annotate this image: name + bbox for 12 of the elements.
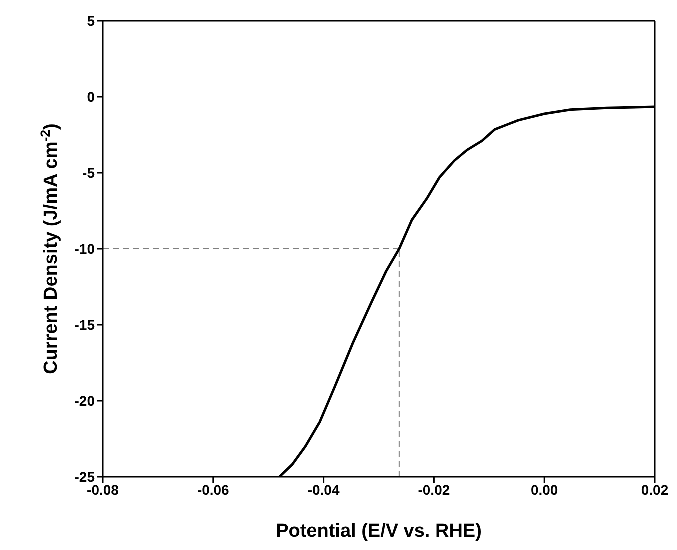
y-tick-label: -10 <box>74 240 96 257</box>
y-tick-label: -15 <box>74 316 96 333</box>
y-tick-label: -5 <box>82 164 96 181</box>
x-axis-title: Potential (E/V vs. RHE) <box>276 521 482 542</box>
x-tick-label: 0.00 <box>530 482 558 498</box>
y-tick-label: 5 <box>87 12 96 29</box>
y-tick-label: -20 <box>74 392 96 409</box>
x-tick-label: -0.06 <box>197 482 230 498</box>
y-tick-label: 0 <box>87 88 96 105</box>
x-tick-label: -0.04 <box>308 482 340 498</box>
x-tick-label: 0.02 <box>641 482 669 498</box>
x-tick-label: -0.02 <box>418 482 450 498</box>
